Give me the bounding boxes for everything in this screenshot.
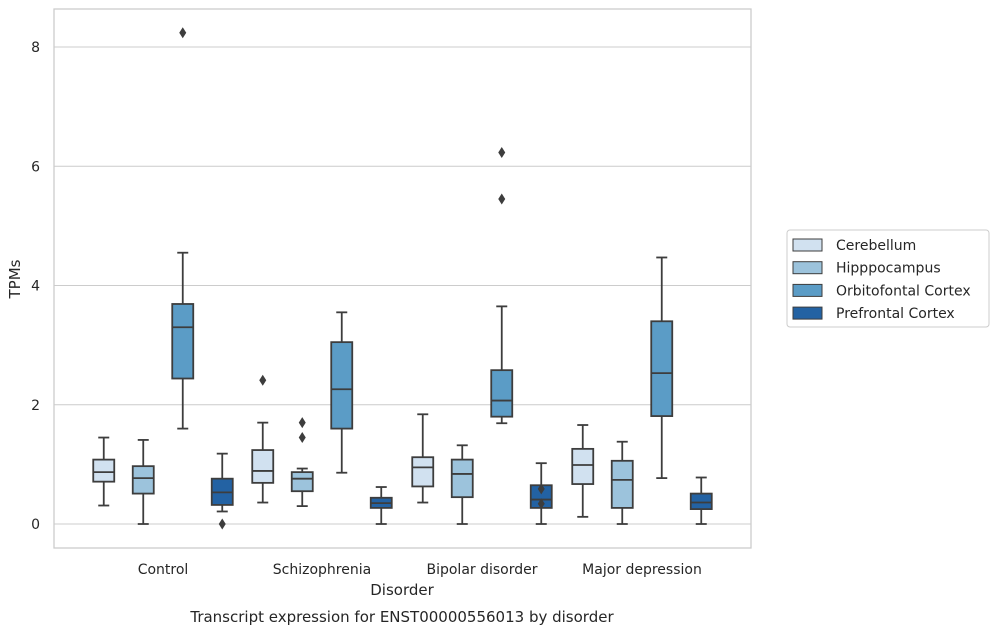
box-iqr bbox=[92, 458, 116, 483]
box-hipppocampus bbox=[610, 440, 634, 525]
grid-lines bbox=[54, 46, 751, 525]
legend-label: Cerebellum bbox=[836, 238, 916, 254]
box-hipppocampus bbox=[131, 439, 155, 525]
x-tick-label: Major depression bbox=[582, 562, 702, 578]
box-iqr bbox=[411, 456, 435, 488]
outlier-point bbox=[218, 518, 226, 530]
legend-item: Cerebellum bbox=[792, 238, 916, 254]
box-iqr bbox=[450, 458, 474, 499]
box-hipppocampus bbox=[450, 444, 474, 525]
outlier-point bbox=[498, 147, 506, 159]
box-orbitofontal-cortex bbox=[330, 311, 354, 474]
outlier-point bbox=[498, 193, 506, 205]
y-tick-label: 2 bbox=[31, 398, 40, 414]
box-cerebellum bbox=[411, 413, 435, 504]
outlier-point bbox=[537, 483, 545, 495]
x-tick-label: Control bbox=[138, 562, 189, 578]
y-axis-label: TPMs bbox=[6, 259, 24, 299]
box-orbitofontal-cortex bbox=[650, 256, 674, 479]
outlier-point bbox=[179, 27, 187, 39]
outlier-point bbox=[537, 498, 545, 510]
y-axis-ticks: 0 2 4 6 8 bbox=[31, 40, 40, 533]
box-plot-marks bbox=[92, 27, 713, 530]
x-axis-ticks: Control Schizophrenia Bipolar disorder Majo… bbox=[138, 562, 702, 578]
y-tick-label: 4 bbox=[31, 279, 40, 295]
x-axis-label: Disorder bbox=[370, 581, 434, 599]
box-iqr bbox=[251, 449, 275, 484]
outlier-point bbox=[259, 374, 267, 386]
legend-item: Hipppocampus bbox=[792, 261, 941, 277]
box-iqr bbox=[571, 447, 595, 485]
box-orbitofontal-cortex bbox=[490, 147, 514, 425]
y-tick-label: 6 bbox=[31, 159, 40, 175]
legend-swatch bbox=[792, 283, 823, 297]
legend-swatch bbox=[792, 306, 823, 320]
box-iqr bbox=[171, 303, 195, 380]
box-iqr bbox=[689, 492, 713, 510]
legend-item: Orbitofontal Cortex bbox=[792, 283, 971, 299]
box-iqr bbox=[650, 320, 674, 417]
box-iqr bbox=[610, 459, 634, 509]
box-prefrontal-cortex bbox=[210, 452, 234, 530]
box-prefrontal-cortex bbox=[529, 462, 553, 525]
box-iqr bbox=[330, 341, 354, 430]
legend-label: Orbitofontal Cortex bbox=[836, 283, 971, 299]
box-iqr bbox=[290, 471, 314, 493]
legend-frame bbox=[786, 229, 990, 328]
legend: Cerebellum Hipppocampus Orbitofontal Corte… bbox=[786, 229, 990, 328]
legend-label: Hipppocampus bbox=[836, 261, 941, 277]
box-hipppocampus bbox=[290, 417, 314, 508]
legend-swatch bbox=[792, 261, 823, 275]
box-cerebellum bbox=[92, 436, 116, 507]
box-cerebellum bbox=[571, 424, 595, 518]
y-tick-label: 8 bbox=[31, 40, 40, 56]
plot-frame bbox=[53, 8, 752, 549]
outlier-point bbox=[298, 417, 306, 429]
outlier-point bbox=[298, 432, 306, 444]
box-iqr bbox=[490, 369, 514, 418]
box-orbitofontal-cortex bbox=[171, 27, 195, 430]
box-iqr bbox=[131, 465, 155, 495]
legend-swatch bbox=[792, 238, 823, 252]
legend-item: Prefrontal Cortex bbox=[792, 306, 955, 322]
box-prefrontal-cortex bbox=[369, 486, 393, 525]
legend-label: Prefrontal Cortex bbox=[836, 306, 955, 322]
x-tick-label: Bipolar disorder bbox=[426, 562, 537, 578]
box-cerebellum bbox=[251, 374, 275, 504]
box-prefrontal-cortex bbox=[689, 476, 713, 525]
y-tick-label: 0 bbox=[31, 517, 40, 533]
chart-caption: Transcript expression for ENST0000055601… bbox=[189, 608, 614, 626]
x-tick-label: Schizophrenia bbox=[273, 562, 371, 578]
